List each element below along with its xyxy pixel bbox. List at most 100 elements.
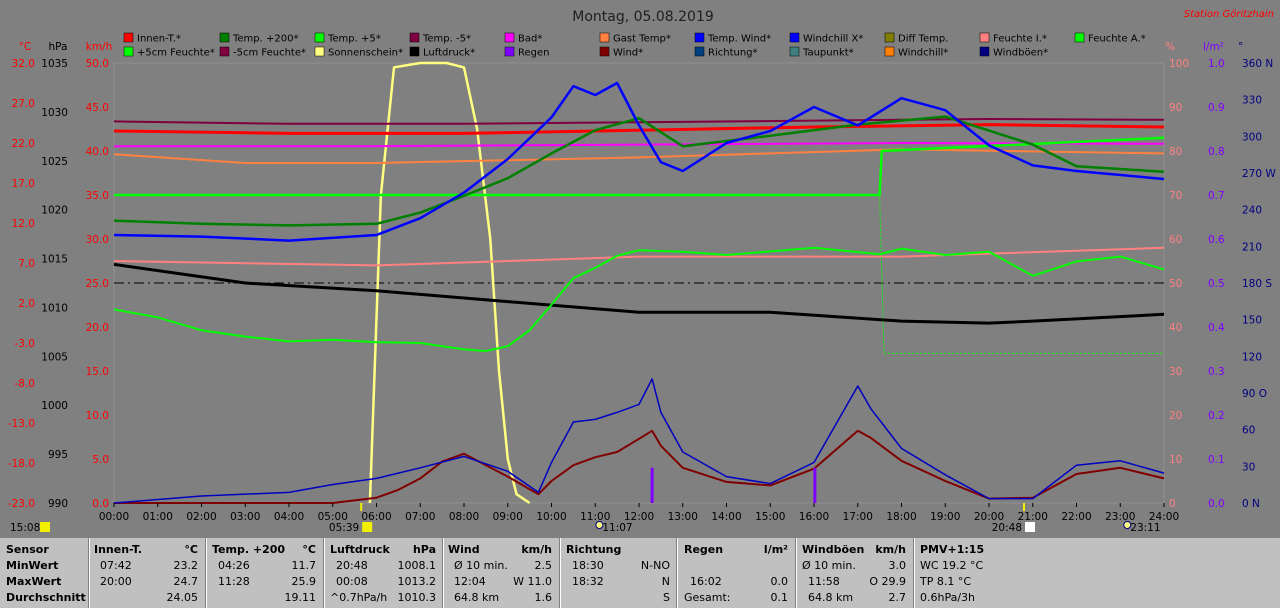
time-markers: 15:08 05:39 11:07 20:48 23:11 [10,503,1161,534]
y-tick-label: 0.9 [1208,102,1225,114]
y-tick-label: 1030 [41,107,68,119]
pmv-windchill: WC 19.2 °C [920,559,984,572]
y-tick-label: 60 [1169,234,1182,246]
y-tick-label: 10.0 [86,410,109,422]
y-tick-label: 50.0 [86,58,109,70]
innen-max-value: 24.7 [173,575,199,588]
hdr-pmv: PMV+1:15 [920,543,985,556]
rain-bar [813,467,817,503]
x-tick-label: 05:00 [318,511,348,523]
temp200-min-time: 04:26 [218,559,250,572]
y-tick-label: 32.0 [12,58,35,70]
x-tick-label: 09:00 [493,511,523,523]
y-tick-label: 27.0 [12,98,35,110]
col-richtung: Richtung 18:30 N-NO 18:32 N S [566,538,672,608]
x-tick-label: 14:00 [711,511,741,523]
unit-wind: km/h [521,543,552,556]
y-tick-label: 360 N [1242,58,1273,70]
y-tick-label: 15.0 [86,366,109,378]
y-tick-label: 0 [1169,498,1176,510]
legend-label: Sonnenschein* [328,48,403,59]
y-tick-label: 0.8 [1208,146,1225,158]
regen-max-value: 0.0 [770,575,789,588]
x-tick-label: 07:00 [405,511,435,523]
legend-label: Temp. +200* [232,34,298,45]
y-tick-label: 17.0 [12,178,35,190]
col-luftdruck: Luftdruck hPa 20:48 1008.1 00:08 1013.2 … [330,538,440,608]
luftdruck-trend: ^0.7hPa/h [330,591,388,604]
y-tick-label: 35.0 [86,190,109,202]
y-tick-label: 330 [1242,95,1262,107]
legend-label: Windchill X* [803,34,863,45]
x-tick-label: 16:00 [799,511,829,523]
axis-unit-rain: l/m² [1203,41,1224,53]
x-tick-label: 13:00 [668,511,698,523]
wind-min-label: Ø 10 min. [454,559,508,572]
x-axis: 00:00 01:00 02:00 03:00 04:00 05:00 06:00 07:00… [99,503,1179,523]
y-tick-label: 1010 [41,302,68,314]
boen-distance: 64.8 km [808,591,854,604]
row-avg: Durchschnitt [6,591,86,604]
y-tick-label: 30 [1169,366,1182,378]
y-tick-label: 0.0 [1208,498,1225,510]
legend-swatch [789,46,800,57]
marker-midnight-sun: 23:11 [1130,522,1160,534]
x-tick-label: 15:00 [755,511,785,523]
y-tick-label: 120 [1242,351,1262,363]
summary-table: Sensor MinWert MaxWert Durchschnitt Inne… [0,538,1280,608]
row-max: MaxWert [6,575,62,588]
unit-luftdruck: hPa [412,543,436,556]
axis-unit-temp: °C [19,41,32,53]
y-tick-label: 10 [1169,454,1182,466]
y-tick-label: 180 S [1242,278,1272,290]
temp200-max-time: 11:28 [218,575,250,588]
boen-min-value: 3.0 [888,559,907,572]
legend-swatch [599,46,610,57]
legend-swatch [409,46,420,57]
rain-bar [650,467,654,503]
series-temp-200 [113,115,1165,227]
y-tick-label: 0.3 [1208,366,1225,378]
legend-swatch [979,46,990,57]
hdr-windboeen: Windböen [802,543,865,556]
hdr-wind: Wind [448,543,480,556]
y-tick-label: 45.0 [86,102,109,114]
series-5cm-feuchte [114,194,1164,354]
chart-legend: Innen-T.* Temp. +200* Temp. +5* Temp. -5* Ba… [123,32,1146,59]
x-tick-label: 06:00 [361,511,391,523]
series-sonnenschein [368,61,531,505]
axis-unit-dir: ° [1238,41,1243,53]
x-tick-label: 01:00 [143,511,173,523]
y-tick-label: 0 N [1242,498,1260,510]
legend-label: Feuchte A.* [1088,34,1146,45]
series-innen-t [113,123,1165,135]
richtung-min-time: 18:30 [572,559,604,572]
y-tick-label: 300 [1242,131,1262,143]
x-tick-label: 02:00 [186,511,216,523]
legend-label: Gast Temp* [613,34,671,45]
legend-swatch [123,32,134,43]
wind-max-time: 12:04 [454,575,486,588]
x-tick-label: 24:00 [1149,511,1179,523]
legend-label: Feuchte I.* [993,34,1047,45]
marker-now: 15:08 [10,522,40,534]
wind-distance: 64.8 km [454,591,500,604]
axis-unit-press: hPa [49,41,68,53]
marker-solar-noon: 11:07 [602,522,632,534]
station-name: Station Göritzhain [1184,9,1274,20]
series-temp-wind [113,81,1165,242]
y-tick-label: 22.0 [12,138,35,150]
legend-label: Temp. Wind* [707,34,771,45]
legend-label: Windböen* [993,48,1048,59]
y-tick-label: 0.4 [1208,322,1225,334]
series-gast-temp [113,148,1165,164]
legend-label: Temp. -5* [422,34,471,45]
legend-swatch [694,46,705,57]
legend-swatch [789,32,800,43]
luftdruck-max-value: 1013.2 [397,575,437,588]
richtung-max-time: 18:32 [572,575,604,588]
legend-swatch [504,32,515,43]
y-tick-label: 150 [1242,315,1262,327]
legend-label: Wind* [613,48,643,59]
unit-innen: °C [184,543,198,556]
